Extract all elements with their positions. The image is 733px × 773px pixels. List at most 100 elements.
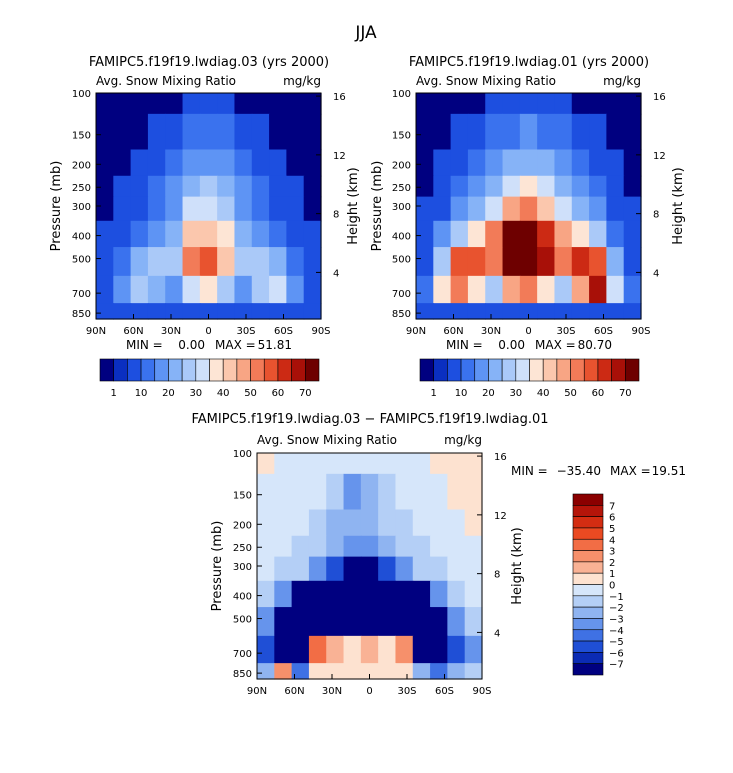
heatmap-cell — [130, 303, 149, 320]
heatmap-cell — [589, 196, 607, 222]
heatmap-cell — [447, 607, 466, 637]
y-tick-label: 700 — [392, 289, 411, 300]
heatmap-cell — [182, 247, 201, 277]
heatmap-cell — [554, 247, 573, 277]
heatmap-cell — [96, 113, 114, 151]
heatmap-cell — [554, 303, 573, 320]
heatmap-cell — [291, 663, 310, 680]
panel-1: FAMIPC5.f19f19.lwdiag.03 (yrs 2000) Avg.… — [49, 55, 361, 399]
heatmap-cell — [113, 93, 132, 115]
heatmap-cell — [412, 635, 431, 664]
panel-subtitle-right: mg/kg — [283, 74, 321, 88]
heatmap-cell — [308, 556, 327, 582]
heatmap-cells — [96, 93, 322, 320]
heatmap-cell — [234, 275, 253, 304]
heatmap-cell — [251, 247, 270, 277]
heatmap-cell — [589, 303, 607, 320]
heatmap-cell — [234, 149, 253, 177]
heatmap-cell — [234, 93, 253, 115]
colorbar-box — [263, 358, 279, 382]
heatmap-cell — [147, 303, 166, 320]
heatmap-cell — [519, 303, 538, 320]
min-value: 0.00 — [498, 338, 525, 352]
colorbar-box — [572, 584, 604, 597]
heatmap-cell — [217, 93, 236, 115]
heatmap-cell — [96, 303, 114, 320]
heatmap-cell — [502, 220, 521, 248]
heatmap-cell — [257, 473, 275, 511]
heatmap-cell — [326, 453, 345, 475]
heatmap-cell — [519, 149, 538, 177]
heatmap-cell — [286, 149, 305, 177]
panel-subtitle-left: Avg. Snow Mixing Ratio — [257, 433, 397, 447]
x-axis: 90N 60N 30N 0 30S 60S 90S — [247, 674, 492, 697]
x-tick-label: 90N — [86, 326, 106, 337]
heatmap-cell — [433, 175, 452, 198]
y-tick-label: 250 — [233, 543, 252, 554]
heatmap-cell — [519, 196, 538, 222]
heatmap-cell — [274, 663, 293, 680]
min-label: MIN = — [126, 338, 163, 352]
heatmap-cell — [502, 175, 521, 198]
heatmap-cell — [412, 580, 431, 608]
y-tick-label: 150 — [72, 131, 91, 142]
y-axis-label: Pressure (mb) — [370, 161, 385, 252]
heatmap-cell — [257, 607, 275, 637]
heatmap-cell — [606, 149, 625, 177]
heatmap-cell — [291, 556, 310, 582]
colorbar-box — [474, 358, 489, 382]
heatmap-cell — [113, 220, 132, 248]
heatmap-cell — [165, 275, 184, 304]
heatmap-cell — [467, 220, 486, 248]
heatmap-cell — [182, 175, 201, 198]
heatmap-cell — [464, 607, 483, 637]
heatmap-cell — [251, 93, 270, 115]
heatmap-cell — [343, 535, 362, 558]
heatmap-cell — [147, 149, 166, 177]
heatmap-cell — [251, 220, 270, 248]
heatmap-cell — [606, 93, 625, 115]
heatmap-cell — [395, 635, 414, 664]
heatmap-cell — [502, 196, 521, 222]
heatmap-cell — [623, 220, 642, 248]
heatmap-cell — [416, 113, 434, 151]
colorbar-box — [168, 358, 183, 382]
heatmap-cell — [274, 453, 293, 475]
colorbar-label: 30 — [189, 388, 202, 399]
colorbar-box — [222, 358, 238, 382]
heatmap-cell — [571, 247, 590, 277]
heatmap-cell — [96, 220, 114, 248]
colorbar-box — [488, 358, 503, 382]
heatmap-cell — [485, 303, 504, 320]
heatmap-cell — [554, 175, 573, 198]
heatmap-cell — [430, 556, 448, 582]
x-tick-label: 0 — [205, 326, 211, 337]
colorbar-label: 5 — [609, 524, 615, 535]
heatmap-cell — [447, 509, 466, 537]
heatmap-cell — [464, 635, 483, 664]
colorbar-box — [127, 358, 142, 382]
heatmap-cell — [147, 93, 166, 115]
colorbar-box — [597, 358, 612, 382]
colorbar-box — [209, 358, 224, 382]
heatmap-cell — [519, 247, 538, 277]
heatmap-cell — [257, 509, 275, 537]
colorbar-label: 50 — [244, 388, 257, 399]
max-label: MAX = — [535, 338, 576, 352]
heatmap-cell — [519, 113, 538, 151]
panel-title: FAMIPC5.f19f19.lwdiag.01 (yrs 2000) — [409, 55, 649, 70]
heatmap-cell — [502, 113, 521, 151]
heatmap-cell — [571, 149, 590, 177]
heatmap-cell — [147, 113, 166, 151]
y-right-tick-label: 4 — [494, 628, 500, 639]
heatmap-cell — [606, 196, 625, 222]
heatmap-cell — [467, 196, 486, 222]
heatmap-cell — [433, 220, 452, 248]
heatmap-cell — [464, 535, 483, 558]
colorbar-label: −7 — [609, 660, 624, 671]
heatmap-cell — [269, 247, 287, 277]
colorbar-label: 10 — [455, 388, 468, 399]
heatmap-cell — [623, 175, 642, 198]
y-tick-label: 400 — [392, 232, 411, 243]
y-tick-label: 850 — [233, 669, 252, 680]
